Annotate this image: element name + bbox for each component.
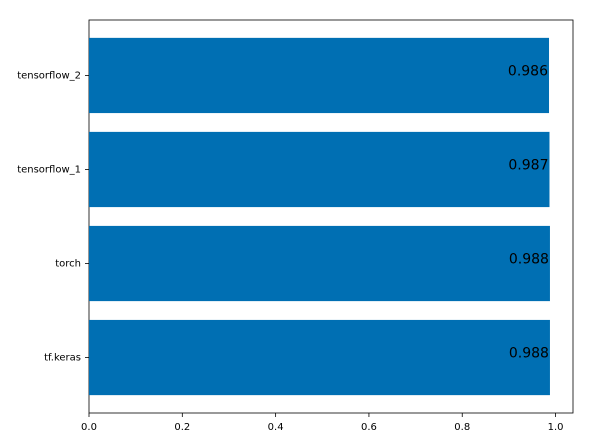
axes-frame — [88, 19, 574, 414]
bar — [89, 319, 550, 396]
y-tick-label: tensorflow_2 — [17, 70, 81, 81]
y-tick-label: tensorflow_1 — [17, 164, 81, 175]
bar — [89, 225, 550, 302]
bar — [89, 131, 550, 208]
bar — [89, 37, 550, 114]
value-label: 0.988 — [509, 346, 549, 362]
value-label: 0.988 — [509, 252, 549, 268]
x-tick-label: 0.8 — [454, 422, 470, 433]
x-tick-label: 0.6 — [361, 422, 377, 433]
value-label: 0.987 — [508, 157, 548, 173]
x-tick-label: 1.0 — [548, 422, 564, 433]
value-label: 0.986 — [508, 63, 548, 79]
x-tick-label: 0.4 — [268, 422, 284, 433]
y-tick-label: tf.keras — [44, 353, 81, 364]
y-tick-label: torch — [55, 259, 81, 270]
x-tick-label: 0.2 — [174, 422, 190, 433]
x-tick-label: 0.0 — [81, 422, 97, 433]
